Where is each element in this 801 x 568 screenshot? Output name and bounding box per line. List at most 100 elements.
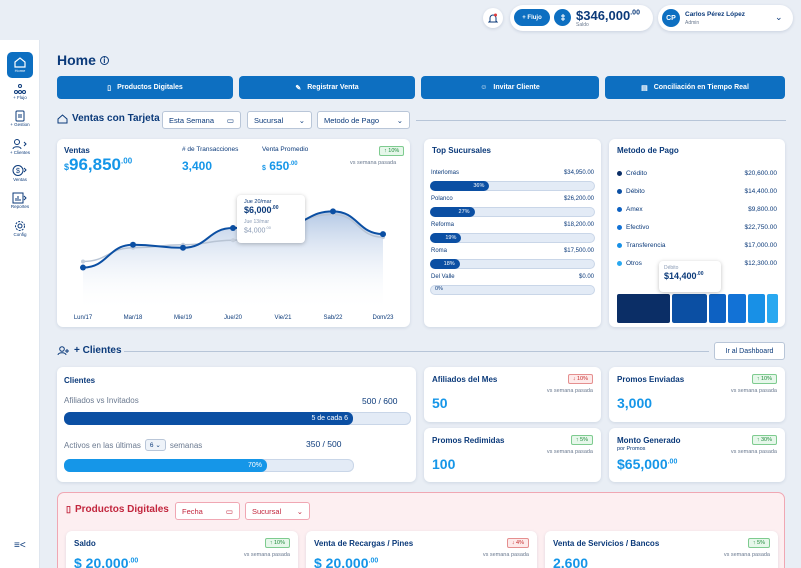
sidebar-item-reportes[interactable]: Reportes xyxy=(3,192,37,209)
payment-method-block[interactable] xyxy=(728,294,746,323)
payment-method-name: Efectivo xyxy=(626,224,650,231)
payment-method-block[interactable] xyxy=(747,294,766,323)
collapse-icon[interactable]: ≡< xyxy=(14,540,26,551)
payment-method-amount: $17,000.00 xyxy=(744,242,777,249)
vs-label: vs semana pasada xyxy=(350,160,397,166)
sidebar-item-gestion[interactable]: + Gestion xyxy=(3,110,37,127)
info-icon[interactable]: i xyxy=(99,55,109,65)
week-select[interactable]: Esta Semana ▭ xyxy=(162,111,241,129)
payment-methods-treemap xyxy=(617,292,778,325)
data-point-current[interactable] xyxy=(180,244,186,251)
wallet-icon[interactable] xyxy=(554,9,571,26)
payment-method-block[interactable] xyxy=(708,294,727,323)
metric-value: 3,000 xyxy=(617,395,652,411)
metric-title: Promos Enviadas xyxy=(617,375,685,384)
branch-name: Interlomas xyxy=(431,170,460,176)
payment-method-block[interactable] xyxy=(669,292,709,325)
payment-method-row: Débito $14,400.00 xyxy=(617,188,777,195)
avg-label: Venta Promedio xyxy=(262,146,309,153)
user-name: Carlos Pérez López xyxy=(685,11,745,18)
metric-value: 2,600 xyxy=(553,555,588,568)
chevron-down-icon: ⌄ xyxy=(396,115,403,125)
payment-method-select[interactable]: Metodo de Pago ⌄ xyxy=(317,111,410,129)
metric-value: $ 20,000.00 xyxy=(74,555,138,568)
sidebar-item-ventas[interactable]: $ Ventas xyxy=(3,164,37,182)
user-menu[interactable]: CP Carlos Pérez López Admin ⌄ xyxy=(658,5,793,31)
chevron-down-icon: ⌄ xyxy=(775,12,783,22)
digital-card-recharges: Venta de Recargas / Pines ↓ 4% vs semana p… xyxy=(306,531,537,568)
data-point-previous[interactable] xyxy=(81,259,85,264)
clients-title: Clientes xyxy=(64,376,96,385)
home-icon xyxy=(57,113,68,123)
change-badge: ↑ 5% xyxy=(570,435,593,445)
bell-icon xyxy=(488,13,498,22)
vs-label: vs semana pasada xyxy=(730,449,777,455)
affiliates-bar-fill: 5 de cada 6 xyxy=(64,412,354,425)
register-sale-button[interactable]: ✎ Registrar Venta xyxy=(239,76,415,99)
sidebar-item-home[interactable]: Home xyxy=(3,52,37,78)
invite-client-button[interactable]: ☺ Invitar Cliente xyxy=(421,76,599,99)
section-divider xyxy=(124,351,709,352)
notification-button[interactable] xyxy=(483,8,503,28)
data-point-current[interactable] xyxy=(380,231,386,238)
user-role: Admin xyxy=(685,20,700,26)
avg-value: 650 xyxy=(269,159,290,173)
branches-title: Top Sucursales xyxy=(432,146,491,155)
sales-change-badge: ↑ 10% xyxy=(379,146,405,156)
sidebar-item-label: Ventas xyxy=(13,177,27,182)
methods-title: Metodo de Pago xyxy=(617,146,679,155)
dashboard-button[interactable]: Ir al Dashboard xyxy=(714,342,785,360)
tooltip-prev-date: Jue 13/mar xyxy=(244,219,270,225)
users-icon xyxy=(12,139,27,150)
metric-value-main: $65,000 xyxy=(617,456,668,472)
flow-button[interactable]: + Flujo xyxy=(514,9,550,26)
branch-select[interactable]: Sucursal ⌄ xyxy=(247,111,312,129)
data-point-current[interactable] xyxy=(130,241,136,248)
change-badge: ↑ 5% xyxy=(747,538,770,548)
data-point-current[interactable] xyxy=(330,208,336,215)
sidebar-item-clientes[interactable]: + Clientes xyxy=(3,138,37,155)
payment-method-row: Otros $12,300.00 xyxy=(617,260,777,267)
branch-name: Roma xyxy=(431,248,448,254)
tooltip-value: $6,000 xyxy=(244,205,272,215)
chart-icon xyxy=(12,192,27,204)
sidebar-item-flow[interactable]: + Flujo xyxy=(3,84,37,100)
digital-products-button[interactable]: ▯ Productos Digitales xyxy=(57,76,233,99)
digital-branch-select[interactable]: Sucursal ⌄ xyxy=(245,502,310,520)
data-point-previous[interactable] xyxy=(231,238,235,243)
metric-value: 50 xyxy=(432,395,448,411)
vs-label: vs semana pasada xyxy=(730,388,777,394)
methods-tooltip-label: Débito xyxy=(664,265,679,271)
sales-cents: .00 xyxy=(121,156,133,166)
sidebar-item-label: Home xyxy=(14,68,26,73)
home-icon xyxy=(14,57,26,68)
sidebar-item-config[interactable]: Config xyxy=(3,220,37,237)
x-tick-label: Dom/23 xyxy=(372,315,394,321)
date-select[interactable]: Fecha ▭ xyxy=(175,502,240,520)
payment-method-block[interactable] xyxy=(767,294,778,323)
sales-area xyxy=(83,211,383,311)
reconciliation-button[interactable]: ▤ Conciliación en Tiempo Real xyxy=(605,76,785,99)
vs-label: vs semana pasada xyxy=(482,552,529,558)
data-point-current[interactable] xyxy=(80,264,86,271)
metric-title: Afiliados del Mes xyxy=(432,375,498,384)
sales-label: Ventas xyxy=(64,146,90,155)
vs-label: vs semana pasada xyxy=(546,388,593,394)
metric-value-main: $ 20,000 xyxy=(314,555,369,568)
action-label: Productos Digitales xyxy=(117,84,183,91)
vs-label: vs semana pasada xyxy=(546,449,593,455)
branch-amount: $26,200.00 xyxy=(563,196,594,202)
weeks-select[interactable]: 6 ⌄ xyxy=(144,439,166,451)
payment-method-name: Crédito xyxy=(626,170,647,177)
legend-dot xyxy=(617,206,622,212)
metric-value: 100 xyxy=(432,456,455,472)
legend-dot xyxy=(617,188,622,194)
sidebar-item-label: + Clientes xyxy=(9,150,31,155)
chart-tooltip: Jue 20/mar $6,000.00 Jue 13/mar $4,000.0… xyxy=(237,195,305,243)
transactions-label: # de Transacciones xyxy=(182,146,239,153)
payment-method-name: Débito xyxy=(626,188,645,195)
change-badge: ↑ 30% xyxy=(751,435,777,445)
data-point-current[interactable] xyxy=(230,225,236,232)
payment-method-block[interactable] xyxy=(617,294,670,323)
balance-value: $346,000 xyxy=(576,8,631,23)
